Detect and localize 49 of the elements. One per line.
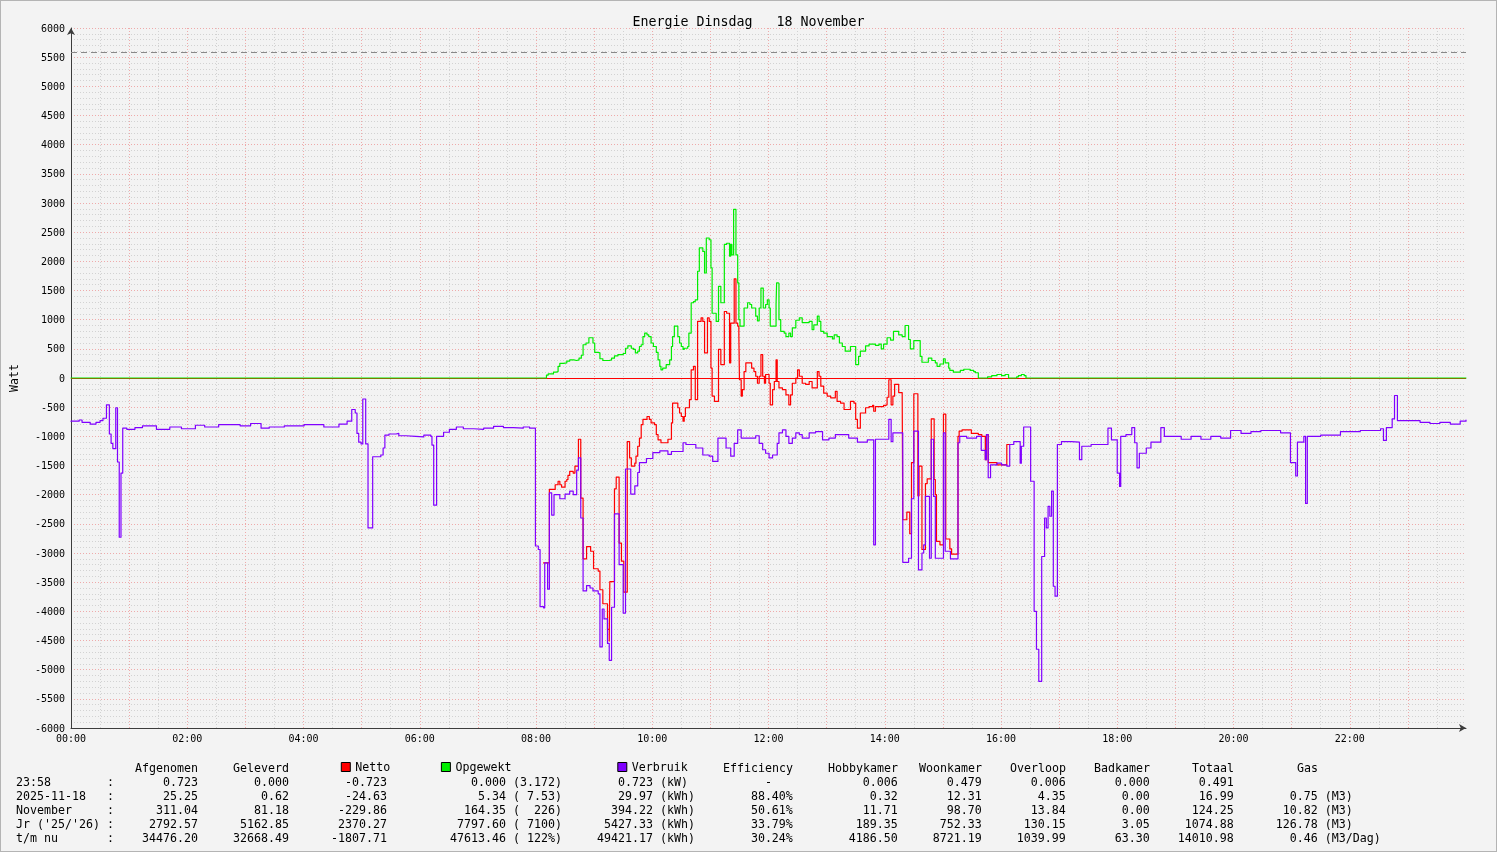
x-tick-label: 18:00	[1102, 732, 1133, 744]
y-tick-label: 1500	[40, 285, 65, 296]
y-tick-label: 4000	[40, 139, 65, 151]
text: t/m nu : 34476.20 32668.49 -1807.71 47613.46 ( 122%) 49421.17 (kWh) 30.24% 4186.50 8721.19 1039.99 63.30 14010.98 0.46 (M3/Dag)	[16, 831, 1381, 845]
y-tick-label: 2000	[40, 255, 65, 267]
legend-label: Opgewekt	[455, 760, 512, 774]
x-tick-label: 14:00	[869, 732, 900, 744]
text: 23:58 : 0.723 0.000 -0.723 0.000 (3.172) 0.723 (kW) - 0.006 0.479 0.006 0.000 0.491	[16, 775, 1234, 789]
legend-label: Netto	[355, 760, 391, 774]
y-tick-label: -1000	[34, 430, 65, 442]
x-tick-label: 02:00	[172, 732, 203, 744]
y-tick-label: -5000	[34, 664, 65, 676]
y-tick-label: -2000	[34, 489, 65, 501]
y-tick-label: 2500	[40, 226, 65, 238]
chart-title: Energie Dinsdag 18 November	[632, 14, 865, 29]
x-tick-label: 04:00	[288, 732, 319, 744]
y-tick-label: 5500	[40, 51, 65, 63]
x-tick-label: 12:00	[753, 732, 784, 744]
x-tick-label: 20:00	[1218, 732, 1249, 744]
y-tick-label: 0	[58, 372, 65, 384]
y-tick-label: -3500	[34, 576, 65, 588]
text: Afgenomen Geleverd	[135, 761, 289, 775]
y-tick-label: 1000	[40, 314, 65, 326]
x-tick-label: 00:00	[55, 732, 87, 744]
y-tick-label: -6000	[34, 722, 65, 734]
text: Efficiency Hobbykamer Woonkamer Overloop Badkamer Totaal Gas	[723, 761, 1318, 775]
x-tick-label: 06:00	[404, 732, 435, 744]
y-tick-label: 4500	[40, 110, 65, 121]
legend-label: Verbruik	[631, 760, 688, 774]
y-tick-label: -500	[40, 401, 65, 413]
y-tick-label: 6000	[40, 22, 65, 34]
x-tick-label: 10:00	[637, 732, 668, 744]
y-axis-title: Watt	[7, 364, 21, 392]
y-tick-label: -1500	[34, 460, 65, 471]
x-tick-label: 16:00	[985, 732, 1017, 744]
y-tick-label: -4000	[34, 605, 65, 617]
x-tick-label: 08:00	[520, 732, 552, 744]
y-tick-label: -5500	[34, 693, 65, 705]
y-tick-label: 5000	[40, 80, 65, 92]
y-tick-label: -4500	[34, 635, 65, 646]
y-tick-label: 3500	[40, 168, 65, 180]
text: Jr ('25/'26) : 2792.57 5162.85 2370.27 7797.60 ( 7100) 5427.33 (kWh) 33.79% 189.35 752.33 130.15 3.05 1074.88 126.78 (M3)	[16, 817, 1353, 831]
text: 2025-11-18 : 25.25 0.62 -24.63 5.34 ( 7.53) 29.97 (kWh) 88.40% 0.32 12.31 4.35 0.00 16.99 0.75 (M3)	[16, 789, 1353, 803]
y-tick-label: -2500	[34, 518, 65, 530]
text: November : 311.04 81.18 -229.86 164.35 ( 226) 394.22 (kWh) 50.61% 11.71 98.70 13.84 0.00 124.25 10.82 (M3)	[16, 803, 1353, 817]
x-tick-label: 22:00	[1334, 732, 1365, 744]
y-tick-label: 500	[46, 343, 65, 355]
y-tick-label: 3000	[40, 197, 65, 209]
y-tick-label: -3000	[34, 547, 65, 559]
